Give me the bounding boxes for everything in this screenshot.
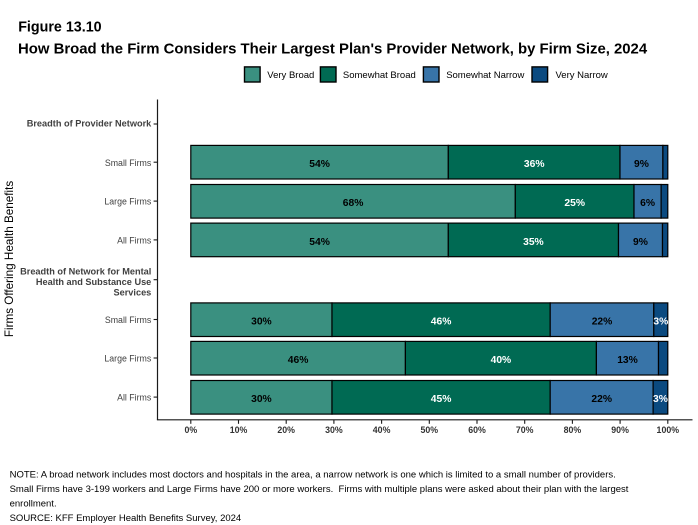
svg-text:Very Narrow: Very Narrow bbox=[556, 70, 608, 81]
svg-text:9%: 9% bbox=[634, 159, 649, 170]
svg-text:54%: 54% bbox=[309, 159, 330, 170]
svg-text:40%: 40% bbox=[373, 425, 391, 435]
svg-text:Somewhat Narrow: Somewhat Narrow bbox=[446, 70, 524, 81]
svg-text:22%: 22% bbox=[592, 317, 613, 328]
svg-text:Services: Services bbox=[113, 287, 151, 297]
svg-text:45%: 45% bbox=[431, 394, 452, 405]
svg-text:40%: 40% bbox=[491, 355, 512, 366]
svg-text:60%: 60% bbox=[468, 425, 486, 435]
svg-text:68%: 68% bbox=[343, 198, 364, 209]
svg-text:NOTE: A broad network includes: NOTE: A broad network includes most doct… bbox=[10, 470, 616, 481]
svg-text:3%: 3% bbox=[653, 394, 668, 405]
svg-text:Small Firms: Small Firms bbox=[105, 315, 152, 325]
svg-text:35%: 35% bbox=[523, 237, 544, 248]
svg-text:All Firms: All Firms bbox=[117, 393, 152, 403]
svg-text:0%: 0% bbox=[184, 425, 197, 435]
svg-text:30%: 30% bbox=[251, 317, 272, 328]
svg-text:All Firms: All Firms bbox=[117, 236, 152, 246]
svg-text:SOURCE: KFF Employer Health Be: SOURCE: KFF Employer Health Benefits Sur… bbox=[10, 513, 242, 524]
svg-text:46%: 46% bbox=[431, 317, 452, 328]
svg-text:90%: 90% bbox=[611, 425, 629, 435]
svg-text:20%: 20% bbox=[277, 425, 295, 435]
svg-text:30%: 30% bbox=[251, 394, 272, 405]
svg-text:22%: 22% bbox=[591, 394, 612, 405]
svg-text:enrollment.: enrollment. bbox=[10, 499, 57, 510]
svg-text:Breadth of Network for Mental: Breadth of Network for Mental bbox=[20, 267, 151, 277]
svg-text:50%: 50% bbox=[420, 425, 438, 435]
svg-text:25%: 25% bbox=[564, 198, 585, 209]
svg-text:100%: 100% bbox=[657, 425, 680, 435]
svg-text:3%: 3% bbox=[653, 317, 668, 328]
svg-text:How Broad the Firm Considers T: How Broad the Firm Considers Their Large… bbox=[18, 42, 648, 58]
svg-text:Very Broad: Very Broad bbox=[267, 70, 314, 81]
svg-text:13%: 13% bbox=[617, 355, 638, 366]
svg-text:30%: 30% bbox=[325, 425, 343, 435]
svg-text:70%: 70% bbox=[516, 425, 534, 435]
svg-text:Small Firms have 3-199 workers: Small Firms have 3-199 workers and Large… bbox=[10, 484, 629, 495]
svg-text:54%: 54% bbox=[309, 237, 330, 248]
svg-text:Large Firms: Large Firms bbox=[104, 197, 152, 207]
svg-text:46%: 46% bbox=[288, 355, 309, 366]
svg-text:Large Firms: Large Firms bbox=[104, 354, 152, 364]
svg-text:Small Firms: Small Firms bbox=[105, 158, 152, 168]
svg-text:Somewhat Broad: Somewhat Broad bbox=[343, 70, 416, 81]
svg-text:Firms Offering Health Benefits: Firms Offering Health Benefits bbox=[3, 181, 16, 337]
svg-text:80%: 80% bbox=[564, 425, 582, 435]
svg-text:Figure 13.10: Figure 13.10 bbox=[18, 20, 101, 36]
svg-text:Health and Substance Use: Health and Substance Use bbox=[36, 277, 151, 287]
svg-text:Breadth of Provider Network: Breadth of Provider Network bbox=[27, 119, 152, 129]
svg-text:10%: 10% bbox=[230, 425, 248, 435]
svg-text:36%: 36% bbox=[524, 159, 545, 170]
svg-text:6%: 6% bbox=[640, 198, 655, 209]
svg-text:9%: 9% bbox=[633, 237, 648, 248]
